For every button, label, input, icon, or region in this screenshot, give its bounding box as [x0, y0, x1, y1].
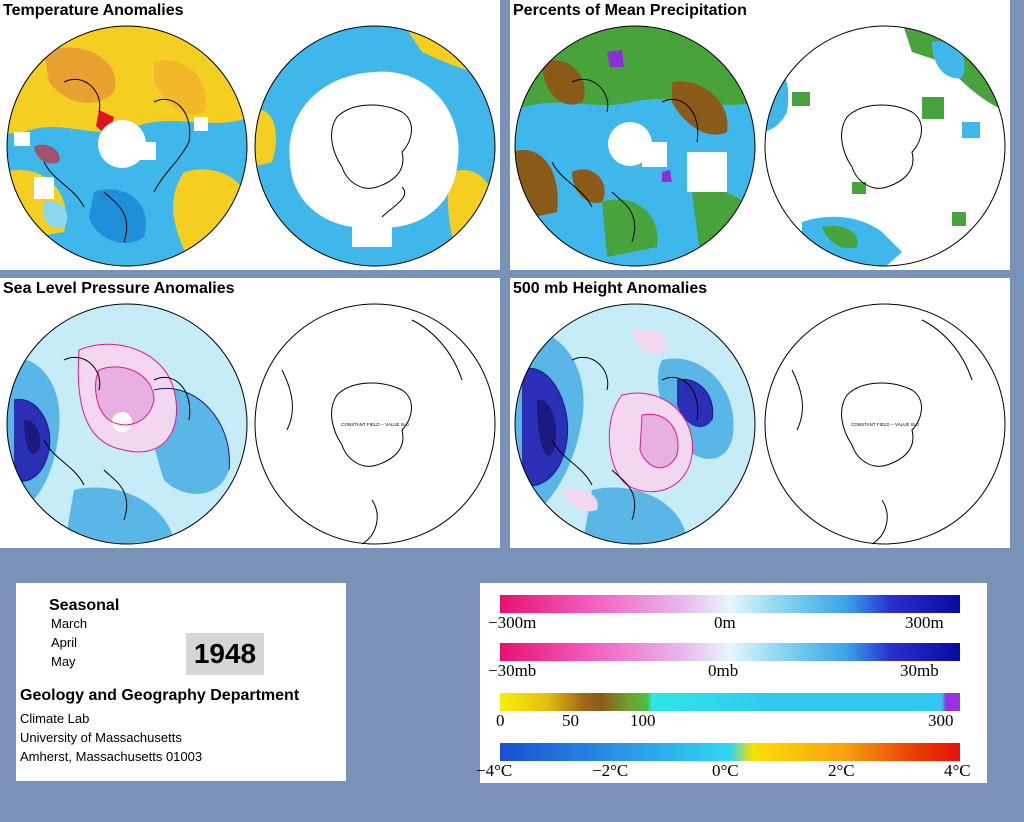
- temp-scale-label: 4°C: [944, 761, 971, 780]
- month-label: April: [51, 635, 78, 650]
- panel-title: 500 mb Height Anomalies: [510, 278, 711, 300]
- department-label: Geology and Geography Department: [20, 687, 300, 704]
- height-color-bar: [500, 595, 960, 613]
- pressure-scale-min: −30mb: [488, 661, 537, 680]
- slp-south-globe: CONSTANT FIELD -- VALUE IS 0: [254, 303, 496, 545]
- slp-north-globe: [6, 303, 248, 545]
- temperature-panel: Temperature Anomalies: [0, 0, 500, 270]
- precipitation-south-globe: [764, 25, 1006, 267]
- address-line: University of Massachusetts: [20, 730, 182, 745]
- precip-scale-0: 0: [496, 711, 505, 730]
- constant-field-note: CONSTANT FIELD -- VALUE IS 0: [851, 422, 919, 427]
- precip-scale-50: 50: [562, 711, 579, 730]
- legend-box: −300m 0m 300m −30mb 0mb 30mb 0 50 100 30…: [476, 583, 987, 783]
- pressure-scale-max: 30mb: [900, 661, 939, 680]
- height-scale-max: 300m: [905, 613, 944, 632]
- temperature-south-globe: [254, 25, 496, 267]
- info-box: Seasonal March April May 1948 Geology an…: [16, 583, 346, 781]
- address-line: Climate Lab: [20, 711, 90, 726]
- height-scale-mid: 0m: [714, 613, 736, 632]
- period-label: Seasonal: [49, 597, 120, 614]
- temp-scale-label: −4°C: [476, 761, 513, 780]
- address-line: Amherst, Massachusetts 01003: [20, 749, 203, 764]
- month-label: March: [51, 616, 88, 631]
- temp-scale-label: 2°C: [828, 761, 855, 780]
- constant-field-note: CONSTANT FIELD -- VALUE IS 0: [341, 422, 409, 427]
- panel-title: Temperature Anomalies: [0, 0, 187, 22]
- pressure-scale-mid: 0mb: [708, 661, 739, 680]
- precip-scale-300: 300: [928, 711, 954, 730]
- height500-north-globe: [514, 303, 756, 545]
- temp-scale-label: −2°C: [592, 761, 629, 780]
- panel-title: Sea Level Pressure Anomalies: [0, 278, 238, 300]
- height500-panel: 500 mb Height Anomalies CONSTANT FIELD -: [510, 278, 1010, 548]
- precipitation-north-globe: [514, 25, 756, 267]
- month-label: May: [51, 654, 76, 669]
- precip-color-bar: [500, 693, 960, 711]
- panel-title: Percents of Mean Precipitation: [510, 0, 750, 22]
- pressure-color-bar: [500, 643, 960, 661]
- temperature-north-globe: [6, 25, 248, 267]
- slp-panel: Sea Level Pressure Anomalies CONSTANT FI…: [0, 278, 500, 548]
- precip-scale-100: 100: [630, 711, 656, 730]
- temp-scale-label: 0°C: [712, 761, 739, 780]
- height500-south-globe: CONSTANT FIELD -- VALUE IS 0: [764, 303, 1006, 545]
- year-label: 1948: [186, 633, 264, 675]
- height-scale-min: −300m: [488, 613, 537, 632]
- precipitation-panel: Percents of Mean Precipitation: [510, 0, 1010, 270]
- temperature-color-bar: [500, 743, 960, 761]
